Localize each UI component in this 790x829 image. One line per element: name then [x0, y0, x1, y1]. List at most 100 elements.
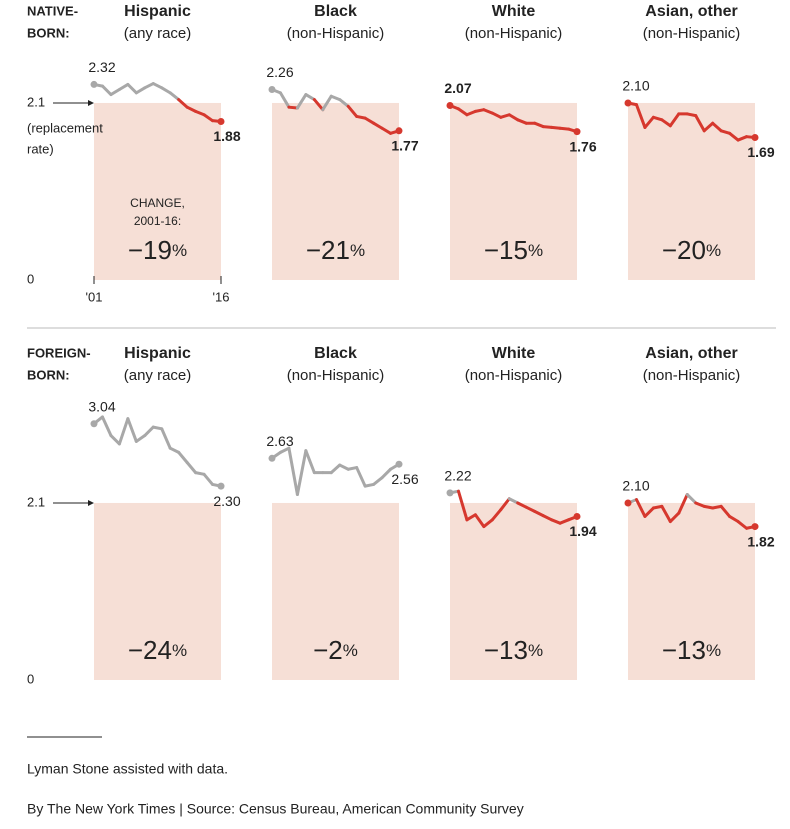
- replacement-shade: [628, 102, 755, 280]
- panel-subtitle: (non-Hispanic): [465, 367, 563, 384]
- line-segment: [355, 466, 367, 488]
- reference-note: rate): [27, 141, 54, 156]
- line-segment: [194, 109, 206, 117]
- line-segment: [177, 98, 189, 109]
- panel-subtitle: (any race): [124, 367, 192, 384]
- line-segment: [516, 118, 528, 125]
- panel-subtitle: (non-Hispanic): [287, 25, 385, 42]
- line-segment: [473, 513, 486, 529]
- line-segment: [202, 472, 215, 486]
- change-label: −13%: [662, 635, 721, 665]
- line-segment: [541, 514, 554, 522]
- line-segment: [312, 98, 325, 112]
- line-segment: [490, 111, 503, 119]
- line-segment: [151, 82, 164, 90]
- x-tick-label: '01: [86, 289, 103, 304]
- line-segment: [117, 82, 130, 91]
- panel-subtitle: (non-Hispanic): [465, 25, 563, 42]
- end-dot: [268, 85, 276, 93]
- line-segment: [507, 497, 520, 505]
- end-dot: [217, 118, 225, 126]
- value-label: 2.10: [622, 78, 649, 94]
- line-segment: [465, 109, 477, 117]
- line-segment: [372, 121, 384, 130]
- line-segment: [126, 82, 138, 95]
- end-dot: [446, 489, 454, 497]
- line-segment: [736, 520, 749, 530]
- line-segment: [643, 506, 655, 518]
- row-label: NATIVE-: [27, 3, 78, 18]
- line-segment: [321, 94, 333, 112]
- end-dot: [751, 134, 759, 142]
- line-segment: [516, 501, 528, 509]
- end-dot: [90, 420, 98, 428]
- line-segment: [346, 104, 359, 118]
- panel-title: Asian, other: [645, 3, 737, 20]
- line-segment: [482, 108, 494, 115]
- value-label: 1.82: [747, 533, 774, 549]
- line-segment: [304, 449, 316, 475]
- line-segment: [380, 126, 393, 135]
- line-segment: [550, 518, 562, 525]
- line-segment: [134, 434, 147, 443]
- end-dot: [446, 101, 454, 109]
- panel-title: Hispanic: [124, 3, 191, 20]
- line-segment: [499, 497, 511, 512]
- value-label: 2.10: [622, 478, 649, 494]
- line-segment: [100, 84, 113, 97]
- line-segment: [338, 98, 350, 108]
- end-dot: [268, 454, 276, 462]
- change-label: −21%: [306, 235, 365, 265]
- line-segment: [160, 427, 172, 450]
- line-segment: [711, 121, 723, 133]
- line-segment: [202, 113, 215, 123]
- line-segment: [694, 501, 706, 508]
- line-segment: [109, 87, 121, 97]
- line-segment: [728, 131, 740, 142]
- end-dot: [217, 482, 225, 490]
- line-segment: [304, 93, 316, 102]
- line-segment: [660, 118, 672, 128]
- line-segment: [295, 449, 308, 497]
- value-label: 2.22: [444, 468, 471, 484]
- line-segment: [168, 446, 181, 454]
- line-segment: [482, 518, 494, 529]
- value-label: 2.07: [444, 80, 471, 96]
- panel-title: White: [492, 345, 536, 362]
- line-segment: [168, 91, 181, 102]
- change-title: 2001-16:: [134, 214, 181, 228]
- line-segment: [668, 511, 681, 524]
- value-label: 2.30: [213, 493, 240, 509]
- value-label: 2.32: [88, 59, 115, 75]
- end-dot: [395, 127, 403, 135]
- line-segment: [143, 425, 155, 438]
- line-segment: [490, 508, 503, 522]
- value-label: 2.26: [266, 64, 293, 80]
- line-segment: [719, 504, 732, 518]
- y-tick-label: 0: [27, 271, 34, 286]
- line-segment: [685, 493, 698, 505]
- row-label: FOREIGN-: [27, 345, 91, 360]
- panel-subtitle: (non-Hispanic): [643, 367, 741, 384]
- line-segment: [177, 450, 189, 465]
- change-label: −13%: [484, 635, 543, 665]
- line-segment: [456, 107, 469, 117]
- panel-subtitle: (non-Hispanic): [287, 367, 385, 384]
- value-label: 1.94: [569, 523, 596, 539]
- panel-title: Asian, other: [645, 345, 737, 362]
- end-dot: [395, 460, 403, 468]
- line-segment: [117, 417, 130, 446]
- line-segment: [160, 86, 172, 95]
- value-label: 1.69: [747, 144, 774, 160]
- end-dot: [573, 128, 581, 136]
- row-label: BORN:: [27, 367, 70, 382]
- line-segment: [533, 121, 545, 129]
- footnote: Lyman Stone assisted with data.: [27, 761, 228, 777]
- change-label: −19%: [128, 235, 187, 265]
- line-segment: [668, 112, 681, 128]
- panel-title: Black: [314, 345, 357, 362]
- line-segment: [185, 461, 198, 475]
- value-label: 3.04: [88, 398, 115, 414]
- y-tick-label: 2.1: [27, 494, 45, 509]
